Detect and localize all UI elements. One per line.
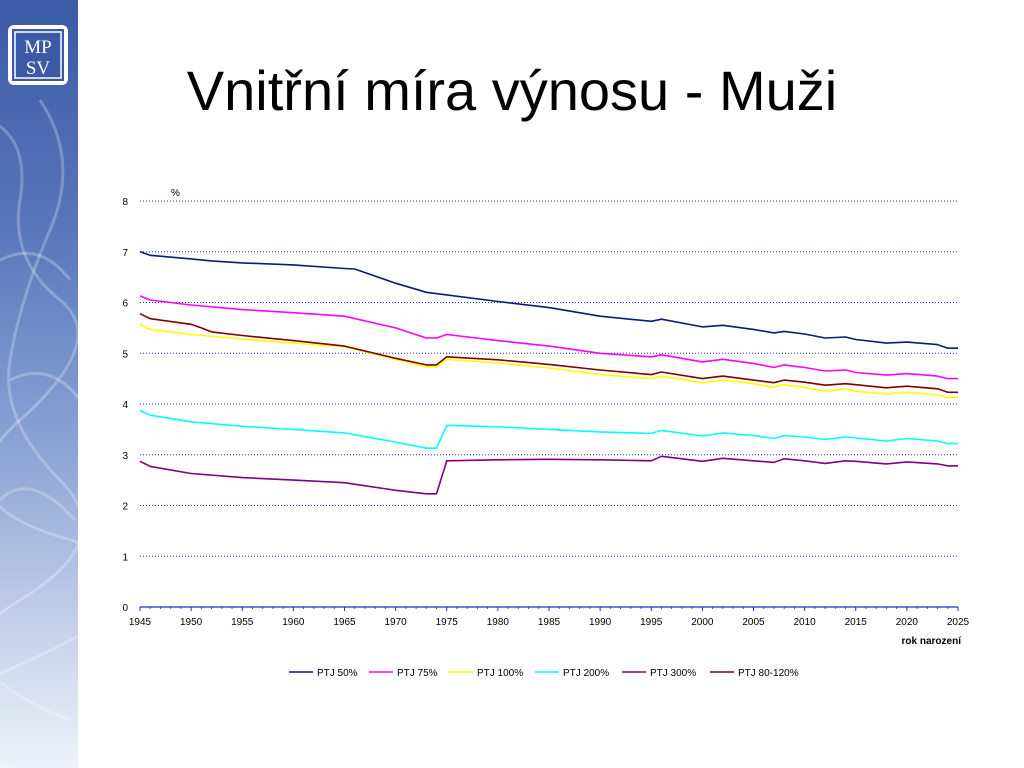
y-tick-label: 8 [122, 197, 128, 208]
svg-text:SV: SV [26, 58, 51, 79]
x-tick-label: 1985 [538, 617, 561, 628]
x-tick-label: 1965 [333, 617, 356, 628]
series-line [139, 295, 958, 380]
axes: 0 1 2 3 4 5 6 7 8 1945 1950 1955 1960 1965 1970 1975 198… [122, 188, 969, 647]
x-tick-label: 2025 [947, 617, 970, 628]
slide-title: Vnitřní míra výnosu - Muži [186, 59, 838, 122]
legend-label: PTJ 200% [563, 668, 609, 679]
legend-label: PTJ 75% [397, 668, 438, 679]
gridlines [140, 200, 958, 557]
y-tick-label: 0 [122, 603, 128, 614]
series-line [139, 312, 958, 394]
sidebar-pattern [0, 99, 78, 768]
x-tick-label: 1995 [640, 617, 663, 628]
y-tick-label: 6 [122, 299, 128, 310]
series-line [139, 323, 958, 399]
x-tick-label: 2005 [742, 617, 765, 628]
svg-text:MP: MP [24, 37, 51, 58]
legend-label: PTJ 100% [477, 668, 523, 679]
x-tick-label: 1945 [129, 617, 152, 628]
y-tick-label: 5 [122, 349, 128, 360]
x-tick-label: 1955 [231, 617, 254, 628]
legend-label: PTJ 50% [317, 668, 358, 679]
x-tick-label: 1950 [180, 617, 203, 628]
x-tick-label: 1980 [487, 617, 510, 628]
legend-label: PTJ 300% [650, 668, 696, 679]
x-tick-label: 1990 [589, 617, 612, 628]
x-tick-label: 1970 [385, 617, 408, 628]
y-tick-label: 3 [122, 451, 128, 462]
legend: PTJ 50% PTJ 75% PTJ 100% PTJ 200% PTJ 300% PT… [289, 668, 799, 679]
series-lines [139, 251, 958, 495]
x-tick-label: 2000 [691, 617, 714, 628]
x-tick-label: 2015 [845, 617, 868, 628]
legend-label: PTJ 80-120% [738, 668, 799, 679]
y-tick-label: 1 [122, 552, 128, 563]
series-line [139, 455, 958, 495]
series-line [139, 251, 958, 350]
y-tick-label: 4 [122, 400, 128, 411]
x-tick-label: 1975 [436, 617, 459, 628]
x-tick-label: 1960 [282, 617, 305, 628]
decorative-sidebar: MP SV [0, 0, 78, 768]
x-tick-label: 2010 [794, 617, 817, 628]
x-tick-label: 2020 [896, 617, 919, 628]
series-line [139, 409, 958, 450]
y-axis-unit: % [171, 188, 180, 199]
mpsv-logo: MP SV [8, 25, 68, 85]
y-tick-label: 2 [122, 502, 128, 513]
x-axis-title: rok narození [902, 636, 963, 647]
y-tick-label: 7 [122, 248, 128, 259]
